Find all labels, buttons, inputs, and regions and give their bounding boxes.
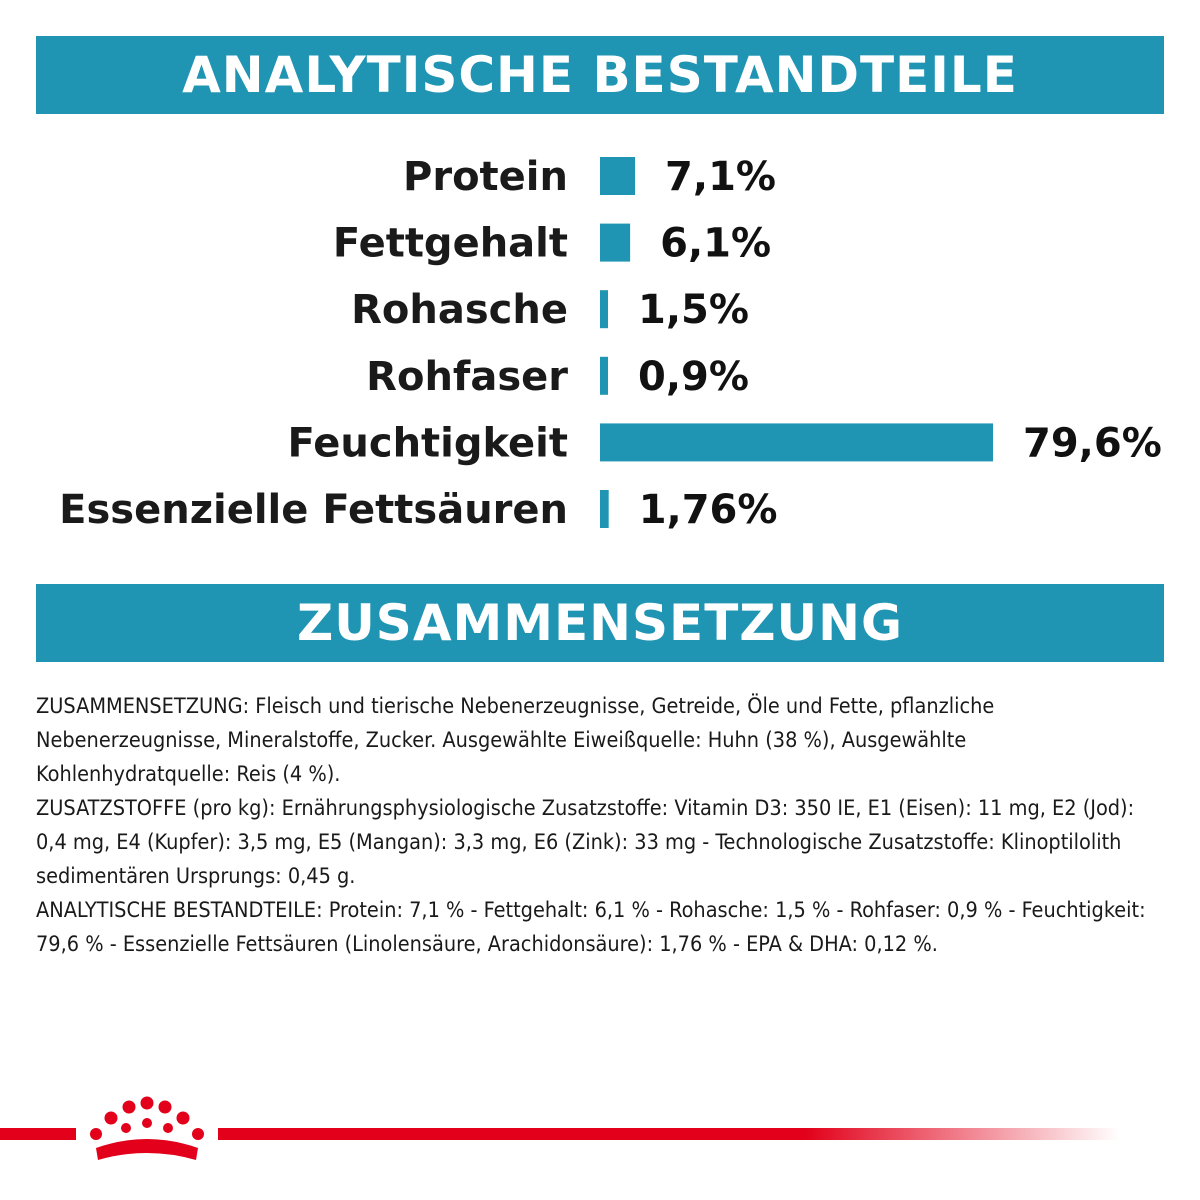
category-label: Fettgehalt [333, 221, 568, 267]
category-label: Rohfaser [366, 354, 568, 400]
value-label: 0,9% [638, 354, 749, 400]
bar [600, 157, 636, 195]
bar [600, 223, 631, 262]
bar [600, 290, 608, 329]
brand-footer [0, 1096, 1120, 1160]
composition-banner: ZUSAMMENSETZUNG [36, 584, 1164, 662]
value-label: 1,76% [639, 487, 778, 533]
value-label: 6,1% [660, 221, 771, 267]
bar [600, 423, 994, 462]
bar [600, 490, 609, 528]
crown-icon [90, 1096, 204, 1160]
footer-line-right [218, 1128, 1120, 1140]
composition-title: ZUSAMMENSETZUNG [296, 594, 904, 652]
category-label: Feuchtigkeit [288, 420, 568, 466]
category-label: Protein [403, 154, 568, 200]
nutrient-bar-chart: Protein 7,1% Fettgehalt 6,1% Rohasche 1,5% Roh… [59, 154, 1162, 533]
value-label: 7,1% [665, 154, 776, 200]
composition-paragraph: ZUSAMMENSETZUNG: Fleisch und tierische N… [36, 694, 995, 787]
analytics-title: ANALYTISCHE BESTANDTEILE [182, 46, 1018, 104]
value-label: 1,5% [638, 287, 749, 333]
footer-line-left [0, 1128, 76, 1140]
category-label: Essenzielle Fettsäuren [59, 487, 568, 533]
additives-paragraph: ZUSATZSTOFFE (pro kg): Ernährungsphysiol… [36, 796, 1135, 889]
value-label: 79,6% [1023, 420, 1162, 466]
composition-text: ZUSAMMENSETZUNG: Fleisch und tierische N… [36, 690, 1164, 962]
bar [600, 356, 608, 395]
analytics-banner: ANALYTISCHE BESTANDTEILE [36, 36, 1164, 114]
category-label: Rohasche [351, 287, 568, 333]
analytics-paragraph: ANALYTISCHE BESTANDTEILE: Protein: 7,1 %… [36, 898, 1146, 957]
